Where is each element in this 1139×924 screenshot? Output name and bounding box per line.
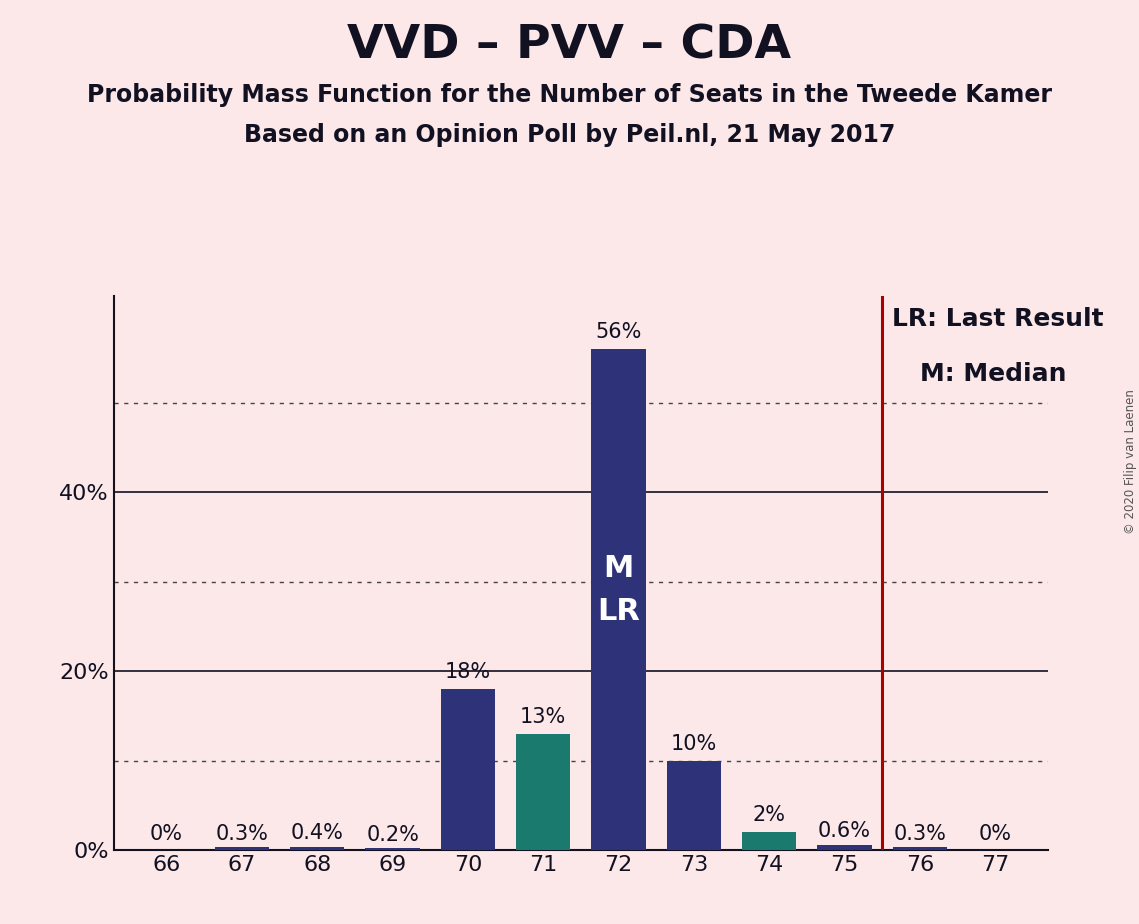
Text: LR: Last Result: LR: Last Result [892, 307, 1104, 331]
Text: 10%: 10% [671, 734, 716, 753]
Text: 0%: 0% [150, 824, 183, 844]
Text: 0.3%: 0.3% [215, 824, 269, 844]
Bar [366, 848, 419, 850]
Bar [743, 833, 796, 850]
Text: M: Median: M: Median [919, 362, 1066, 386]
Bar [818, 845, 871, 850]
Text: 0.6%: 0.6% [818, 821, 871, 841]
Bar [591, 349, 646, 850]
Bar [516, 734, 571, 850]
Text: Probability Mass Function for the Number of Seats in the Tweede Kamer: Probability Mass Function for the Number… [87, 83, 1052, 107]
Bar [666, 760, 721, 850]
Text: Based on an Opinion Poll by Peil.nl, 21 May 2017: Based on an Opinion Poll by Peil.nl, 21 … [244, 123, 895, 147]
Text: M
LR: M LR [597, 553, 640, 626]
Text: 13%: 13% [521, 707, 566, 726]
Text: 0%: 0% [978, 824, 1011, 844]
Text: 0.4%: 0.4% [290, 823, 344, 843]
Text: VVD – PVV – CDA: VVD – PVV – CDA [347, 23, 792, 68]
Text: 18%: 18% [445, 662, 491, 682]
Text: 2%: 2% [753, 805, 786, 825]
Bar [290, 846, 344, 850]
Bar [893, 847, 947, 850]
Text: 56%: 56% [596, 322, 641, 342]
Bar [441, 689, 495, 850]
Text: 0.3%: 0.3% [893, 824, 947, 844]
Text: © 2020 Filip van Laenen: © 2020 Filip van Laenen [1124, 390, 1137, 534]
Text: 0.2%: 0.2% [366, 825, 419, 845]
Bar [215, 847, 269, 850]
